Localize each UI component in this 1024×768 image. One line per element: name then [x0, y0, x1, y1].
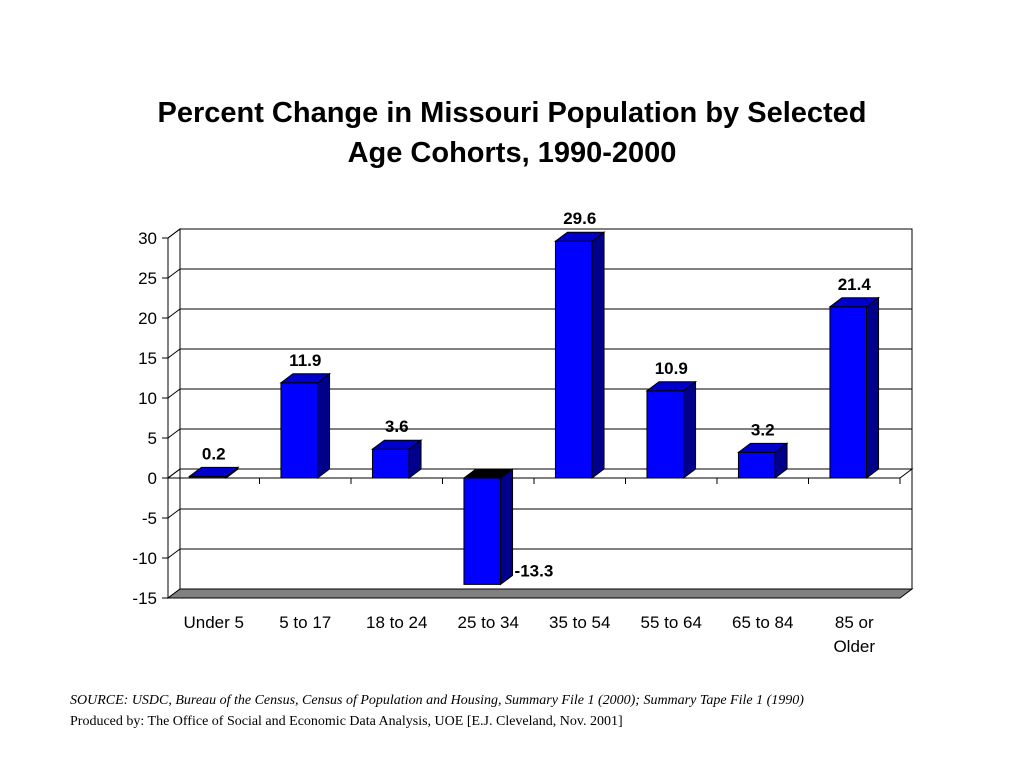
y-tick-label: 20 [138, 309, 157, 328]
bar [370, 439, 423, 479]
category-label: Older [833, 637, 875, 656]
y-tick-label: -10 [132, 549, 157, 568]
gridline [167, 348, 912, 359]
gridline [167, 508, 912, 519]
y-tick-label: 5 [148, 429, 157, 448]
y-tick-label: 30 [138, 229, 157, 248]
bar-top [645, 381, 698, 392]
category-label: 35 to 54 [549, 613, 610, 632]
bars [187, 231, 881, 586]
bar-front [554, 240, 593, 479]
chart-title-line-2: Age Cohorts, 1990-2000 [347, 137, 677, 169]
gridline [167, 548, 912, 559]
bar-side [866, 296, 880, 479]
bar-top [370, 439, 423, 450]
bar-top [553, 231, 606, 242]
data-label: 10.9 [655, 359, 688, 378]
bar [462, 468, 515, 586]
data-label: 3.2 [751, 420, 775, 439]
produced-by-note: Produced by: The Office of Social and Ec… [70, 714, 623, 729]
side-wall [167, 228, 181, 599]
plot-frame [166, 228, 914, 599]
category-label: 55 to 64 [641, 613, 702, 632]
category-label: 65 to 84 [732, 613, 793, 632]
bar-top [828, 297, 881, 308]
data-label: 21.4 [838, 275, 872, 294]
bar-front [371, 448, 410, 479]
bar-top [736, 442, 789, 453]
y-tick-label: 0 [148, 469, 157, 488]
y-tick-label: -15 [132, 589, 157, 608]
bar-top [462, 468, 515, 479]
data-label: 0.2 [202, 444, 226, 463]
y-axis: 30 25 20 15 10 5 0 -5 -10 -15 [132, 229, 169, 608]
category-label: Under 5 [184, 613, 244, 632]
data-label: -13.3 [515, 561, 554, 580]
bar-side [317, 372, 331, 479]
gridline [167, 268, 912, 279]
chart-title-line-1: Percent Change in Missouri Population by… [157, 97, 867, 129]
bar-front [280, 382, 319, 479]
y-tick-label: 25 [138, 269, 157, 288]
bar [828, 296, 881, 479]
bar [736, 442, 789, 479]
gridline [167, 308, 912, 319]
bar-top [279, 373, 332, 384]
y-tick-label: 10 [138, 389, 157, 408]
source-citation: SOURCE: USDC, Bureau of the Census, Cens… [70, 693, 804, 708]
bar-side [683, 380, 697, 479]
y-tick-label: 15 [138, 349, 157, 368]
bar [553, 231, 606, 479]
category-label: 18 to 24 [366, 613, 427, 632]
data-labels: 0.2 11.9 3.6 -13.3 29.6 10.9 3.2 21.4 [202, 209, 871, 580]
category-label: 85 or [835, 613, 874, 632]
bar [279, 372, 332, 479]
data-label: 29.6 [563, 209, 596, 228]
source-note: SOURCE: USDC, Bureau of the Census, Cens… [70, 690, 1010, 732]
bar [645, 380, 698, 479]
bar-front [463, 477, 502, 585]
y-tick-label: -5 [142, 509, 157, 528]
bar-front [646, 390, 685, 479]
category-label: 25 to 34 [458, 613, 519, 632]
gridline [167, 228, 912, 239]
bar-side [500, 468, 514, 586]
chart-floor [166, 588, 914, 599]
bar [187, 466, 240, 479]
x-axis: Under 5 5 to 17 18 to 24 25 to 34 35 to 54 55… [167, 478, 901, 656]
bar-side [591, 231, 605, 479]
bar-top [187, 466, 240, 477]
data-label: 11.9 [289, 351, 321, 370]
bar-front [829, 306, 868, 479]
data-label: 3.6 [385, 417, 409, 436]
category-label: 5 to 17 [279, 613, 331, 632]
chart-title: Percent Change in Missouri Population by… [62, 93, 962, 173]
bar-front [737, 451, 776, 479]
